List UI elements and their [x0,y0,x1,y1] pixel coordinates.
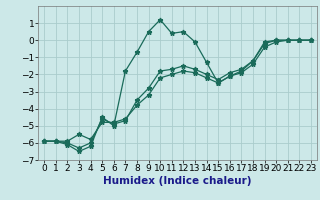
X-axis label: Humidex (Indice chaleur): Humidex (Indice chaleur) [103,176,252,186]
